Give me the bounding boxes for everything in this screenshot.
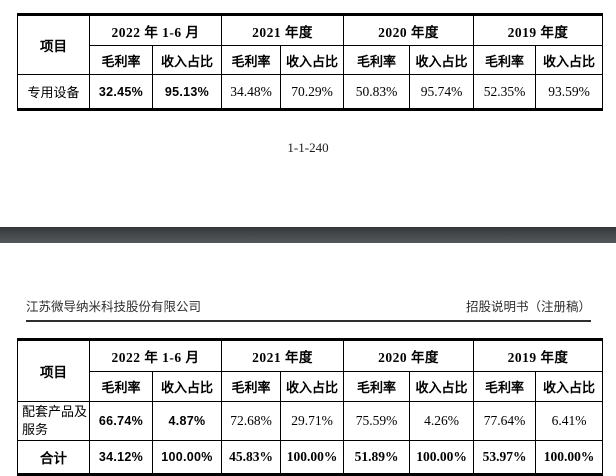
company-name: 江苏微导纳米科技股份有限公司 <box>26 300 202 314</box>
value-cell: 50.83% <box>343 74 410 110</box>
value-cell: 53.97% <box>473 440 536 475</box>
year-header-2019: 2019 年度 <box>473 339 603 372</box>
metric-header-revenue-share: 收入占比 <box>152 45 222 75</box>
metric-header-revenue-share: 收入占比 <box>535 45 603 75</box>
metric-header-gross-margin: 毛利率 <box>89 45 153 75</box>
year-header-2019: 2019 年度 <box>473 14 603 46</box>
page-number: 1-1-240 <box>287 140 329 155</box>
metric-header-revenue-share: 收入占比 <box>280 371 344 402</box>
value-cell: 34.12% <box>89 440 153 475</box>
value-cell: 93.59% <box>535 74 603 110</box>
year-header-2020: 2020 年度 <box>343 339 474 372</box>
metric-header-gross-margin: 毛利率 <box>221 371 281 402</box>
value-cell: 77.64% <box>473 401 536 441</box>
year-header-2021: 2021 年度 <box>221 339 344 372</box>
doc-title: 招股说明书（注册稿） <box>465 300 591 314</box>
value-cell: 100.00% <box>152 440 222 475</box>
year-header-2021: 2021 年度 <box>221 14 344 46</box>
value-cell: 100.00% <box>535 440 603 475</box>
row-label-supporting-products: 配套产品及服务 <box>17 401 90 441</box>
value-cell: 51.89% <box>343 440 410 475</box>
metric-header-gross-margin: 毛利率 <box>343 371 410 402</box>
value-cell: 4.26% <box>409 401 474 441</box>
value-cell: 29.71% <box>280 401 344 441</box>
value-cell: 95.74% <box>409 74 474 110</box>
metric-header-revenue-share: 收入占比 <box>280 45 344 75</box>
value-cell: 52.35% <box>473 74 536 110</box>
value-cell: 32.45% <box>89 74 153 110</box>
metric-header-revenue-share: 收入占比 <box>535 371 603 402</box>
year-header-2022: 2022 年 1-6 月 <box>89 339 222 372</box>
metric-header-revenue-share: 收入占比 <box>152 371 222 402</box>
gross-margin-table-page2: 项目 2022 年 1-6 月 2021 年度 2020 年度 2019 年度 … <box>17 338 603 476</box>
year-header-2020: 2020 年度 <box>343 14 474 46</box>
value-cell: 95.13% <box>152 74 222 110</box>
metric-header-revenue-share: 收入占比 <box>409 45 474 75</box>
item-column-header: 项目 <box>17 14 90 75</box>
value-cell: 66.74% <box>89 401 153 441</box>
value-cell: 70.29% <box>280 74 344 110</box>
page-separator <box>0 227 616 243</box>
value-cell: 100.00% <box>409 440 474 475</box>
row-label-special-equipment: 专用设备 <box>17 74 90 110</box>
row-label-total: 合计 <box>17 440 90 475</box>
value-cell: 45.83% <box>221 440 281 475</box>
gross-margin-table-page1: 项目 2022 年 1-6 月 2021 年度 2020 年度 2019 年度 … <box>17 13 603 111</box>
value-cell: 75.59% <box>343 401 410 441</box>
metric-header-gross-margin: 毛利率 <box>473 45 536 75</box>
page2-running-header: 江苏微导纳米科技股份有限公司 招股说明书（注册稿） <box>26 296 591 322</box>
year-header-2022: 2022 年 1-6 月 <box>89 14 222 46</box>
metric-header-gross-margin: 毛利率 <box>89 371 153 402</box>
value-cell: 100.00% <box>280 440 344 475</box>
value-cell: 6.41% <box>535 401 603 441</box>
metric-header-gross-margin: 毛利率 <box>221 45 281 75</box>
metric-header-gross-margin: 毛利率 <box>473 371 536 402</box>
item-column-header: 项目 <box>17 339 90 402</box>
value-cell: 72.68% <box>221 401 281 441</box>
metric-header-gross-margin: 毛利率 <box>343 45 410 75</box>
value-cell: 4.87% <box>152 401 222 441</box>
value-cell: 34.48% <box>221 74 281 110</box>
metric-header-revenue-share: 收入占比 <box>409 371 474 402</box>
